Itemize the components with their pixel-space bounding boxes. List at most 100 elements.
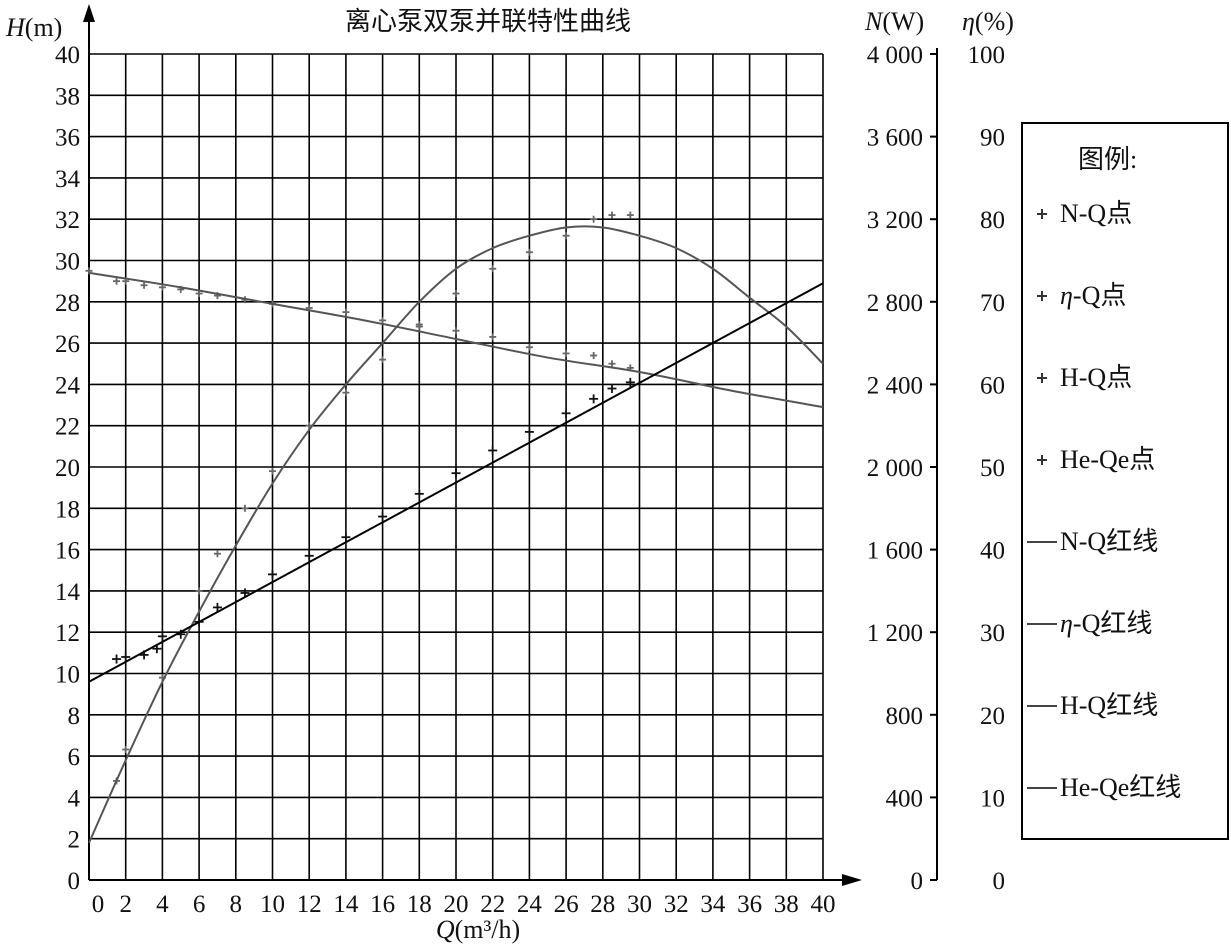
y-tick-label: 38 xyxy=(55,83,80,110)
x-tick-label: 30 xyxy=(627,891,652,918)
plot-grid xyxy=(88,53,824,881)
he-qe-point xyxy=(268,569,277,579)
efficiency-tick-label: 0 xyxy=(993,868,1006,895)
he-qe-point xyxy=(341,532,351,542)
eta-q-point xyxy=(489,265,497,273)
y-tick-label: 30 xyxy=(55,249,80,276)
efficiency-axis-label-symbol: η xyxy=(962,7,975,36)
power-tick-label: 400 xyxy=(886,785,924,812)
power-axis-label-symbol: N xyxy=(864,7,884,36)
legend-item-label: H-Q点 xyxy=(1060,363,1132,392)
x-tick-label: 14 xyxy=(333,891,359,918)
power-tick-label: 2 000 xyxy=(867,455,923,482)
he-qe-point xyxy=(212,602,222,612)
power-tick-label: 0 xyxy=(911,868,924,895)
x-tick-label: 26 xyxy=(554,891,579,918)
power-tick-label: 2 400 xyxy=(867,372,923,399)
x-tick-label: 28 xyxy=(590,891,615,918)
h-q-line xyxy=(88,271,824,409)
he-qe-point xyxy=(451,468,461,478)
power-tick-label: 1 200 xyxy=(867,620,923,647)
legend-item-label-rest: -Q点 xyxy=(1073,281,1126,310)
efficiency-tick-label: 80 xyxy=(980,207,1005,234)
efficiency-tick-label: 50 xyxy=(980,455,1005,482)
y-tick-label: 28 xyxy=(55,290,80,317)
eta-q-point xyxy=(342,389,350,397)
left-axis-label-unit: (m) xyxy=(25,13,63,42)
legend-item-label: N-Q点 xyxy=(1060,199,1132,228)
x-tick-label: 4 xyxy=(156,891,169,918)
y-tick-label: 22 xyxy=(55,414,80,441)
he-qe-point xyxy=(121,652,131,662)
eta-q-point xyxy=(269,467,276,475)
y-axis-arrow xyxy=(83,4,95,22)
h-q-point xyxy=(415,321,423,329)
y-tick-label: 12 xyxy=(55,620,80,647)
eta-q-point xyxy=(608,211,616,219)
eta-q-point xyxy=(452,290,460,298)
x-tick-label: 16 xyxy=(370,891,395,918)
he-qe-point xyxy=(378,512,388,522)
he-qe-point xyxy=(304,551,314,561)
y-tick-label: 40 xyxy=(55,42,80,69)
legend-item-label: η-Q点 xyxy=(1060,281,1126,310)
eta-q-point xyxy=(562,232,570,240)
power-tick-label: 3 600 xyxy=(867,125,923,152)
h-q-point xyxy=(525,343,533,351)
y-tick-label: 8 xyxy=(68,703,81,730)
h-q-point xyxy=(590,351,598,359)
x-tick-label: 32 xyxy=(664,891,689,918)
x-axis-arrow xyxy=(842,874,862,886)
h-q-point xyxy=(452,327,460,335)
chart-title: 离心泵双泵并联特性曲线 xyxy=(345,7,631,36)
x-tick-label: 12 xyxy=(297,891,322,918)
he-qe-point xyxy=(561,408,571,418)
legend-item-label: He-Qe点 xyxy=(1060,445,1155,474)
x-tick-label: 8 xyxy=(230,891,243,918)
power-tick-label: 3 200 xyxy=(867,207,923,234)
eta-q-line xyxy=(88,225,824,844)
efficiency-tick-label: 70 xyxy=(980,290,1005,317)
efficiency-axis-label-unit: (%) xyxy=(975,7,1014,36)
y-tick-label: 32 xyxy=(55,207,80,234)
legend-item-label: η-Q红线 xyxy=(1060,609,1152,638)
h-q-point xyxy=(140,281,148,289)
x-tick-label: 38 xyxy=(774,891,799,918)
he-qe-point xyxy=(625,377,635,387)
he-qe-point xyxy=(414,489,424,499)
y-tick-label: 14 xyxy=(55,579,81,606)
x-tick-label: 2 xyxy=(119,891,132,918)
legend: 图例: N-Q点η-Q点H-Q点He-Qe点N-Q红线η-Q红线H-Q红线He-… xyxy=(1021,122,1229,840)
legend-item-label-symbol: η xyxy=(1060,281,1073,310)
he-qe-point xyxy=(524,427,534,437)
eta-q-point xyxy=(525,248,533,256)
y-tick-label: 16 xyxy=(55,538,80,565)
he-qe-point xyxy=(157,631,167,641)
x-tick-label: 20 xyxy=(444,891,469,918)
efficiency-tick-label: 100 xyxy=(968,42,1006,69)
efficiency-axis-label: η(%) xyxy=(962,7,1014,36)
tick-labels: 0 2 4 6 8 10 12 14 16 18 20 22 24 26 28 30 32 34 36 38 40024… xyxy=(55,42,1005,918)
h-q-point xyxy=(379,316,387,324)
legend-box xyxy=(1021,122,1229,840)
x-tick-label: 34 xyxy=(700,891,726,918)
he-qe-point xyxy=(488,445,498,455)
y-tick-label: 34 xyxy=(55,166,81,193)
x-tick-label: 10 xyxy=(260,891,285,918)
eta-q-point xyxy=(213,550,221,558)
legend-item-label-rest: -Q红线 xyxy=(1073,609,1152,638)
x-tick-label: 6 xyxy=(193,891,206,918)
he-qe-line xyxy=(88,282,824,683)
power-tick-label: 4 000 xyxy=(867,42,923,69)
series-layer xyxy=(85,211,824,844)
h-q-point xyxy=(342,308,350,316)
x-tick-label: 22 xyxy=(480,891,505,918)
eta-q-point xyxy=(379,356,387,364)
x-axis-label-unit: (m³/h) xyxy=(455,915,521,944)
x-tick-label: 24 xyxy=(517,891,543,918)
legend-point-marker xyxy=(1037,373,1047,383)
efficiency-tick-label: 60 xyxy=(980,372,1005,399)
h-q-point xyxy=(608,360,616,368)
eta-q-point xyxy=(626,211,634,219)
